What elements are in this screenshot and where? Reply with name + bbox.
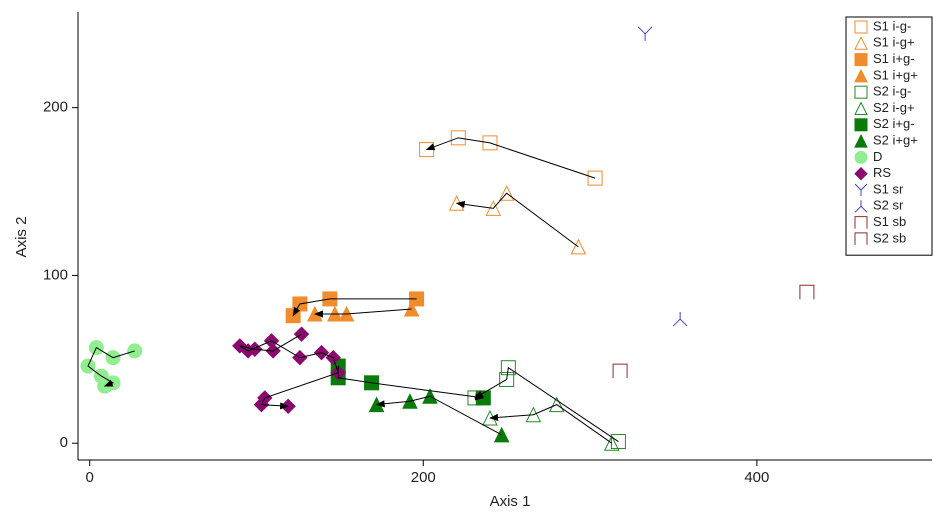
legend-marker <box>854 216 868 229</box>
legend-marker <box>854 20 868 34</box>
legend-label: S1 i-g+ <box>873 35 915 50</box>
trajectory-arrow <box>489 404 613 444</box>
legend-marker <box>854 200 868 213</box>
trajectory-arrow <box>375 395 502 436</box>
point <box>499 371 515 387</box>
legend-label: S2 sb <box>873 230 906 245</box>
legend-label: S2 i+g+ <box>873 133 918 148</box>
legend-label: S1 sr <box>873 181 904 196</box>
x-tick-label: 400 <box>744 469 769 486</box>
legend-marker <box>854 150 868 164</box>
legend-label: S1 sb <box>873 214 906 229</box>
point <box>587 170 603 186</box>
trajectory-arrow <box>425 137 596 179</box>
trajectory-arrow <box>292 298 417 317</box>
legend-label: D <box>873 149 882 164</box>
point <box>450 130 466 146</box>
point <box>482 135 498 151</box>
legend-label: S1 i-g- <box>873 18 911 33</box>
trajectory-arrow <box>87 346 135 387</box>
trajectory-arrow <box>474 366 619 442</box>
trajectory-arrow <box>239 333 339 410</box>
legend-marker <box>854 36 868 50</box>
legend-label: S2 sr <box>873 198 904 213</box>
legend-marker <box>854 232 868 245</box>
x-tick-label: 0 <box>86 469 94 486</box>
point <box>603 435 620 451</box>
x-axis-label: Axis 1 <box>490 493 531 510</box>
point <box>570 238 587 255</box>
point <box>799 284 815 300</box>
legend-label: S2 i-g+ <box>873 100 915 115</box>
legend-marker <box>854 166 868 181</box>
x-tick-label: 200 <box>411 469 436 486</box>
y-tick-label: 100 <box>43 266 68 283</box>
legend-marker <box>854 118 868 132</box>
legend-marker <box>854 133 868 148</box>
point <box>612 363 628 379</box>
point <box>293 326 310 342</box>
point <box>672 312 688 327</box>
legend-label: RS <box>873 165 891 180</box>
trajectory-arrow <box>337 366 485 401</box>
y-axis-label: Axis 2 <box>13 217 30 258</box>
point <box>498 185 515 201</box>
legend-marker <box>854 101 868 115</box>
point <box>500 360 516 376</box>
legend-marker <box>854 85 868 99</box>
y-tick-label: 0 <box>60 434 68 451</box>
legend-marker <box>854 183 868 196</box>
legend-marker <box>854 53 868 67</box>
legend-label: S2 i+g- <box>873 116 915 131</box>
legend-label: S2 i-g- <box>873 84 911 99</box>
trajectory-arrow <box>313 308 412 318</box>
legend-label: S1 i+g- <box>873 51 915 66</box>
trajectory-arrow <box>455 192 579 248</box>
y-tick-label: 200 <box>43 99 68 116</box>
point <box>548 396 565 413</box>
legend-marker <box>854 68 868 83</box>
point <box>637 26 653 41</box>
legend-label: S1 i+g+ <box>873 67 918 82</box>
